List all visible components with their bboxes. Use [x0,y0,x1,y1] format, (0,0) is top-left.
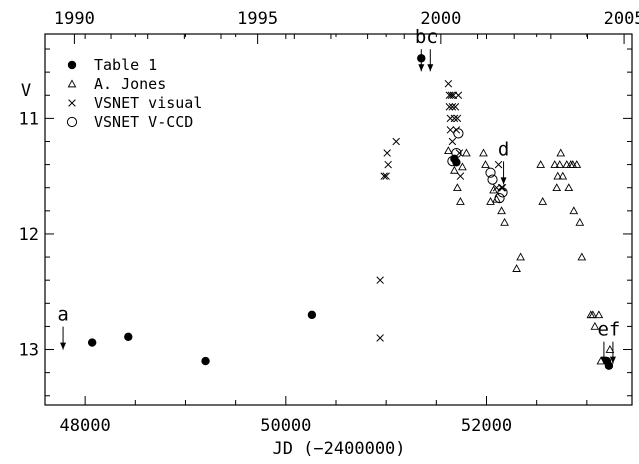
annotation-label: ef [597,319,620,341]
legend-label: VSNET visual [94,94,202,112]
data-point [447,91,456,100]
x-axis-label: JD (−2400000) [272,439,405,459]
data-point [550,160,560,168]
year-tick-label: 1995 [237,9,278,29]
data-point [485,167,496,178]
data-point [481,160,490,168]
data-point [588,310,598,319]
data-point [512,264,521,272]
data-point [479,148,488,157]
data-point [605,344,615,353]
data-point [382,172,390,180]
data-point [453,128,464,139]
data-point [453,183,462,192]
annotation-arrow-head [609,356,616,364]
data-point [450,165,459,174]
data-point [450,114,459,123]
data-point [392,137,400,146]
data-point [444,146,453,155]
data-point [536,160,546,168]
annotation-arrow-head [418,64,425,72]
data-point [497,187,508,198]
legend-label: Table 1 [94,56,157,74]
x-tick-label: 48000 [60,416,111,436]
axis-ticks: 48000 50000 52000 1990 1995 2000 2005 11 12 13 [19,9,639,436]
y-tick-label: 12 [19,225,39,245]
data-point [538,197,548,205]
data-point [569,206,579,215]
data-point [564,183,574,192]
data-point [447,156,458,167]
data-point [376,276,384,284]
data-point [383,149,391,157]
annotation-arrow-head [600,356,607,364]
data-point [558,171,568,180]
data-point [575,217,585,226]
data-point [572,160,582,168]
data-point [553,171,563,180]
data-point [497,206,506,215]
data-point [594,310,604,319]
data-point [448,103,457,111]
data-point [456,197,465,205]
annotations: a bc d ef [57,26,620,364]
data-point [489,185,498,194]
data-point [462,148,471,157]
legend-label: VSNET V-CCD [94,113,193,131]
data-point [451,147,462,159]
legend-marker [68,99,76,107]
data-point [500,217,509,226]
data-point [445,103,454,111]
annotation-label: bc [415,26,438,48]
annotation-label: a [57,304,68,326]
annotation-arrow-head [427,64,434,72]
data-point [577,252,587,261]
y-axis-label: V [21,81,31,101]
year-tick-label: 2005 [604,9,639,29]
year-tick-label: 1990 [54,9,95,29]
data-point [556,148,566,157]
data-point [124,332,133,342]
y-tick-label: 11 [19,109,39,129]
legend-marker [66,116,78,128]
data-point [446,126,455,134]
year-tick-label: 2000 [420,9,461,29]
legend-label: A. Jones [94,75,166,93]
data-point [494,193,505,204]
data-point [446,114,455,123]
data-point [555,160,565,168]
legend-marker [67,60,77,70]
data-point [448,137,457,146]
x-tick-label: 52000 [461,416,512,436]
data-point [444,79,453,88]
data-point [453,114,462,123]
plot-frame [44,33,633,406]
annotation-arrow-head [60,342,67,350]
data-point [552,183,562,192]
data-point [486,197,495,205]
x-tick-label: 50000 [260,416,311,436]
data-point [376,334,384,342]
data-point [454,91,463,100]
data-point [458,162,467,171]
data-point [494,160,503,169]
data-point [384,160,392,169]
legend-marker [67,79,77,88]
data-point [487,174,498,185]
annotation-label: d [498,138,509,160]
data-point [451,103,460,111]
data-point [456,172,465,180]
data-point [380,172,388,180]
y-tick-label: 13 [19,341,39,361]
data-point [604,361,614,370]
data-point [307,310,317,320]
data-point [590,321,600,330]
data-point [87,338,97,347]
annotation-arrow-head [500,177,507,185]
data-point [516,252,525,261]
data-point [201,356,210,366]
data-point [455,149,464,157]
